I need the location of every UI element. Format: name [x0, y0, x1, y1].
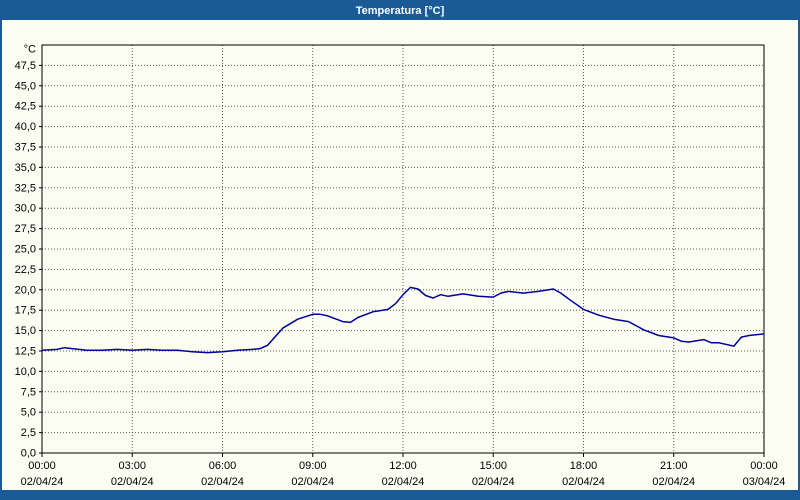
y-tick-label: 12,5 [15, 346, 36, 358]
y-tick-label: 25,0 [15, 244, 36, 256]
y-tick-label: 45,0 [15, 80, 36, 92]
y-tick-label: 40,0 [15, 121, 36, 133]
y-tick-label: 15,0 [15, 325, 36, 337]
y-tick-label: 32,5 [15, 182, 36, 194]
x-tick-date-label: 02/04/24 [111, 476, 154, 488]
y-tick-label: 17,5 [15, 305, 36, 317]
window-bottom-border [2, 490, 798, 498]
x-tick-date-label: 02/04/24 [652, 476, 695, 488]
chart-panel: 0,0 2,5 5,0 7,5 10,0 12,5 15,0 17,5 20,0 22,5 25,0… [2, 20, 798, 490]
y-tick-label: 27,5 [15, 223, 36, 235]
x-tick-time-label: 06:00 [209, 460, 237, 472]
x-tick-date-label: 02/04/24 [472, 476, 515, 488]
x-tick-date-label: 03/04/24 [743, 476, 786, 488]
x-tick-date-label: 02/04/24 [382, 476, 425, 488]
y-tick-label: 37,5 [15, 142, 36, 154]
y-tick-label: 47,5 [15, 60, 36, 72]
y-tick-label: 35,0 [15, 162, 36, 174]
x-tick-time-label: 03:00 [118, 460, 146, 472]
y-tick-label: 30,0 [15, 203, 36, 215]
y-tick-label: 0,0 [21, 448, 36, 460]
y-tick-label: 42,5 [15, 101, 36, 113]
x-tick-time-label: 00:00 [750, 460, 778, 472]
y-tick-label: 22,5 [15, 264, 36, 276]
y-tick-label: 5,0 [21, 407, 36, 419]
y-tick-label: 2,5 [21, 427, 36, 439]
x-tick-time-label: 18:00 [570, 460, 598, 472]
x-tick-time-label: 12:00 [389, 460, 417, 472]
temperature-series-line [41, 286, 765, 354]
y-tick-label: 7,5 [21, 386, 36, 398]
window-title: Temperatura [°C] [2, 2, 798, 20]
y-tick-label: 10,0 [15, 366, 36, 378]
x-tick-time-label: 00:00 [28, 460, 56, 472]
chart-canvas: 0,0 2,5 5,0 7,5 10,0 12,5 15,0 17,5 20,0 22,5 25,0… [15, 43, 786, 488]
y-tick-label: 20,0 [15, 284, 36, 296]
x-tick-time-label: 15:00 [479, 460, 507, 472]
x-tick-date-label: 02/04/24 [201, 476, 244, 488]
x-tick-date-label: 02/04/24 [291, 476, 334, 488]
y-axis-unit-label: °C [24, 43, 36, 55]
x-tick-time-label: 09:00 [299, 460, 327, 472]
x-tick-date-label: 02/04/24 [562, 476, 605, 488]
x-tick-time-label: 21:00 [660, 460, 688, 472]
x-tick-date-label: 02/04/24 [21, 476, 64, 488]
